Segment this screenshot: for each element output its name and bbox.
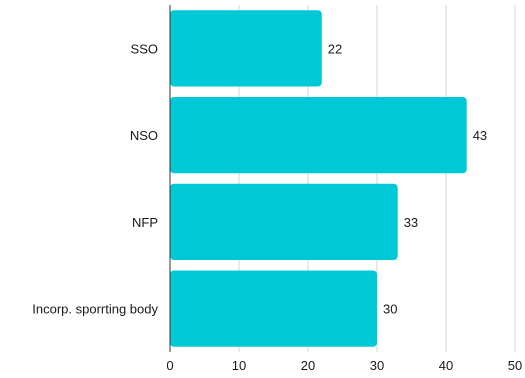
data-label: 33 [404, 215, 418, 230]
x-tick-label: 50 [508, 358, 522, 373]
data-labels: 22 43 33 30 [328, 41, 487, 316]
category-labels: SSO NSO NFP Incorp. sporrting body [32, 41, 158, 316]
x-tick-label: 20 [301, 358, 315, 373]
category-label: NSO [130, 128, 158, 143]
category-label: Incorp. sporrting body [32, 302, 158, 317]
bar-nso [170, 96, 467, 174]
bar-sso [170, 10, 322, 87]
x-tick-label: 10 [232, 358, 246, 373]
x-tick-label: 30 [370, 358, 384, 373]
bars [170, 10, 467, 347]
category-label: NFP [132, 215, 158, 230]
x-tick-label: 0 [166, 358, 173, 373]
bar-incorp-sporrting-body [170, 270, 377, 347]
data-label: 43 [473, 128, 487, 143]
bar-nfp [170, 183, 398, 261]
data-label: 30 [383, 302, 397, 317]
x-axis-ticks: 0 10 20 30 40 50 [166, 358, 522, 373]
data-label: 22 [328, 41, 342, 56]
category-label: SSO [131, 41, 158, 56]
x-tick-label: 40 [439, 358, 453, 373]
